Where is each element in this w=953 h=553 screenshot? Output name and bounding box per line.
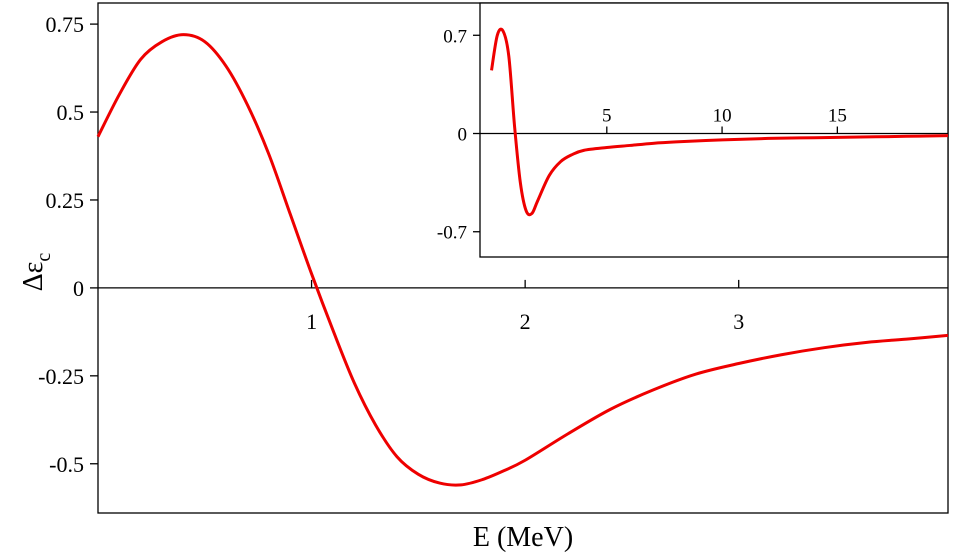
main-y-ticks: 0.75 0.5 0.25 0 -0.25 -0.5: [38, 12, 98, 477]
y-axis-label: Δε: [18, 262, 49, 292]
main-x-ticks: 1 2 3: [306, 279, 744, 334]
inset-chart: 0.7 0 -0.7 5 10 15: [437, 2, 949, 258]
main-y-tick-label: 0.25: [46, 188, 85, 213]
main-x-tick-label: 2: [520, 309, 531, 334]
x-axis-label: E (MeV): [473, 522, 573, 553]
main-x-tick-label: 3: [733, 309, 744, 334]
inset-y-tick-label: 0: [458, 125, 468, 146]
inset-x-ticks: 5 10 15: [602, 106, 847, 134]
inset-series-line: [490, 27, 949, 217]
main-y-tick-label: -0.5: [49, 452, 84, 477]
inset-x-tick-label: 15: [828, 106, 847, 127]
y-axis-label-subscript: c: [33, 253, 55, 262]
inset-x-tick-label: 5: [602, 106, 612, 127]
main-y-tick-label: 0: [73, 276, 84, 301]
svg-text:Δεc: Δεc: [18, 253, 55, 292]
main-y-tick-label: 0.5: [57, 100, 85, 125]
main-x-tick-label: 1: [306, 309, 317, 334]
inset-y-tick-label: -0.7: [437, 223, 467, 244]
main-y-tick-label: 0.75: [46, 12, 85, 37]
inset-x-tick-label: 10: [713, 106, 732, 127]
y-axis-label-group: Δεc: [18, 253, 55, 292]
inset-y-tick-label: 0.7: [443, 26, 467, 47]
main-y-tick-label: -0.25: [38, 364, 84, 389]
main-series-line: [96, 33, 949, 487]
inset-plot-frame: [479, 2, 949, 258]
inset-y-ticks: 0.7 0 -0.7: [437, 26, 480, 244]
